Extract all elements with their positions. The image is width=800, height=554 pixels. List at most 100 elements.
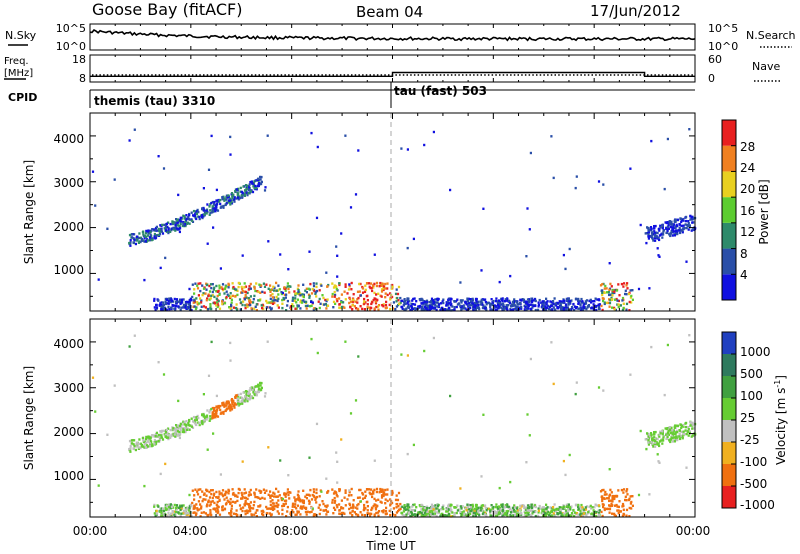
radar-echo-point <box>491 309 494 312</box>
radar-echo-point <box>134 242 137 246</box>
radar-echo-point <box>605 287 608 290</box>
radar-echo-point <box>358 290 361 293</box>
radar-echo-point <box>178 424 182 428</box>
radar-echo-point <box>410 512 414 516</box>
nsky-tick-bottom: 10^0 <box>56 40 86 53</box>
radar-echo-point <box>164 506 167 509</box>
radar-echo-point <box>294 513 297 516</box>
radar-echo-point <box>453 506 456 509</box>
radar-echo-point <box>617 305 620 309</box>
radar-echo-point <box>146 440 150 443</box>
radar-echo-point <box>550 506 553 510</box>
radar-echo-point <box>243 193 246 196</box>
velocity-colorbar: 1000 500 100 25 -25 -100 -500 -1000 Velo… <box>721 331 788 512</box>
radar-echo-point <box>553 297 556 300</box>
radar-echo-point <box>133 439 136 442</box>
radar-echo-point <box>597 180 601 183</box>
radar-echo-point <box>318 297 321 301</box>
radar-echo-point <box>322 502 325 506</box>
radar-echo-point <box>168 505 172 508</box>
radar-echo-point <box>191 283 194 286</box>
radar-echo-point <box>208 504 211 507</box>
radar-echo-point <box>357 308 360 311</box>
radar-echo-point <box>388 303 391 307</box>
radar-echo-point <box>302 293 305 296</box>
radar-echo-point <box>161 429 164 433</box>
radar-echo-point <box>207 513 210 517</box>
radar-echo-point <box>654 439 657 443</box>
radar-echo-point <box>225 401 228 405</box>
radar-echo-point <box>538 298 541 302</box>
radar-echo-point <box>94 410 97 413</box>
radar-echo-point <box>208 419 211 422</box>
radar-echo-point <box>577 503 580 507</box>
radar-echo-point <box>623 488 626 491</box>
x-tick-0000: 00:00 <box>73 524 108 538</box>
radar-echo-point <box>195 423 198 427</box>
radar-echo-point <box>221 196 224 199</box>
radar-echo-point <box>197 215 200 218</box>
radar-echo-point <box>537 303 540 306</box>
radar-echo-point <box>608 288 611 291</box>
radar-echo-point <box>282 296 285 300</box>
radar-echo-point <box>260 490 263 493</box>
radar-echo-point <box>160 305 163 308</box>
radar-echo-point <box>498 280 501 284</box>
radar-echo-point <box>253 500 256 504</box>
radar-echo-point <box>349 412 353 415</box>
radar-echo-point <box>296 292 299 295</box>
x-tick-2400: 00:00 <box>676 524 711 538</box>
radar-echo-point <box>211 500 214 503</box>
radar-echo-point <box>444 308 447 311</box>
radar-echo-point <box>511 304 514 308</box>
radar-echo-point <box>153 232 156 236</box>
radar-echo-point <box>257 177 260 180</box>
radar-echo-point <box>142 439 145 442</box>
radar-echo-point <box>223 493 227 496</box>
radar-echo-point <box>244 512 247 516</box>
radar-echo-point <box>580 503 583 507</box>
radar-echo-point <box>566 299 569 302</box>
radar-echo-point <box>137 447 140 450</box>
radar-echo-point <box>314 497 317 500</box>
radar-echo-point <box>153 236 156 239</box>
nsky-label: N.Sky <box>5 29 37 42</box>
radar-echo-point <box>384 512 387 516</box>
radar-echo-point <box>491 303 494 306</box>
radar-echo-point <box>284 287 287 291</box>
radar-echo-point <box>644 232 647 235</box>
radar-echo-point <box>214 207 217 211</box>
radar-echo-point <box>590 306 593 310</box>
radar-echo-point <box>164 227 167 231</box>
radar-echo-point <box>177 228 180 231</box>
radar-echo-point <box>629 167 632 170</box>
radar-echo-point <box>199 495 202 499</box>
radar-echo-point <box>637 287 641 291</box>
radar-echo-point <box>589 301 593 304</box>
radar-echo-point <box>427 512 430 515</box>
radar-echo-point <box>597 511 601 514</box>
radar-echo-point <box>676 232 679 236</box>
radar-echo-point <box>406 508 409 511</box>
radar-echo-point <box>170 306 173 309</box>
radar-echo-point <box>293 299 296 303</box>
radar-echo-point <box>142 233 145 236</box>
radar-echo-point <box>558 300 561 303</box>
radar-echo-point <box>531 306 534 309</box>
radar-echo-point <box>375 284 378 288</box>
radar-echo-point <box>332 492 336 495</box>
radar-echo-point <box>564 473 567 477</box>
radar-echo-point <box>160 228 163 231</box>
radar-echo-point <box>526 207 529 210</box>
radar-echo-point <box>565 297 568 301</box>
radar-echo-point <box>218 293 221 296</box>
radar-echo-point <box>664 427 667 430</box>
radar-echo-point <box>325 505 328 509</box>
radar-echo-point <box>225 496 228 499</box>
radar-echo-point <box>673 425 676 428</box>
radar-echo-point <box>211 406 214 410</box>
radar-echo-point <box>302 501 305 505</box>
freq-tick-top: 18 <box>72 53 86 66</box>
radar-echo-point <box>302 499 305 502</box>
radar-echo-point <box>654 224 657 228</box>
